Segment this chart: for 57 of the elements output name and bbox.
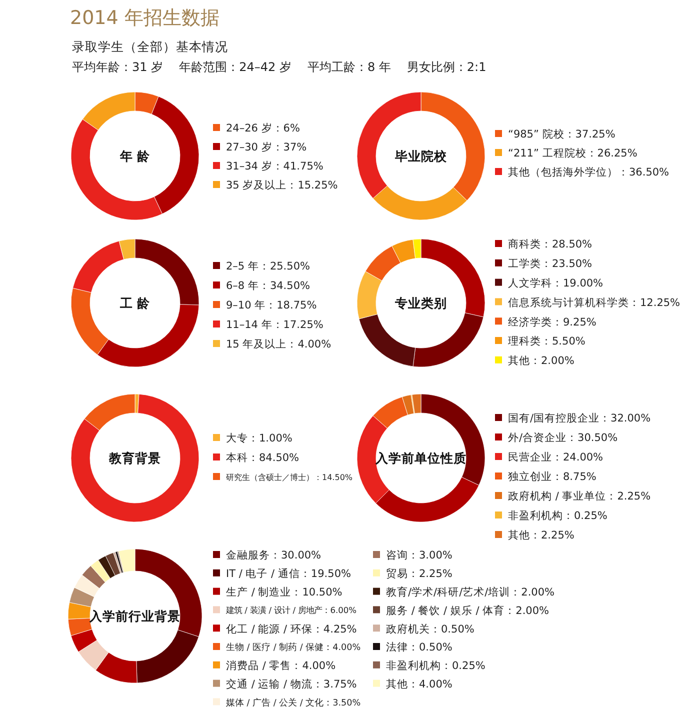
legend-label: 24–26 岁：6% xyxy=(226,122,300,135)
text: 年 龄 xyxy=(118,148,152,164)
legend-label: 非盈利机构：0.25% xyxy=(386,659,486,672)
legend-label: 其他（包括海外学位）：36.50% xyxy=(508,166,670,179)
legend-label: 6–8 年：34.50% xyxy=(226,280,310,292)
text: 年龄范围：24–42 岁 xyxy=(179,60,292,74)
legend-label: 经济学类：9.25% xyxy=(508,315,596,328)
legend-label: 金融服务：30.00% xyxy=(226,550,322,562)
text: 教育背景 xyxy=(108,450,161,466)
legend-label: 国有/国有控股企业：32.00% xyxy=(508,412,651,425)
legend-label: 服务 / 餐饮 / 娱乐 / 体育：2.00% xyxy=(386,604,550,617)
legend-label: 法律：0.50% xyxy=(386,640,452,654)
legend-label: 31–34 岁：41.75% xyxy=(226,160,324,173)
legend-label: 9–10 年：18.75% xyxy=(226,300,317,312)
legend-label: 35 岁及以上：15.25% xyxy=(226,178,338,192)
legend-label: 生产 / 制造业：10.50% xyxy=(226,585,342,598)
text: 男女比例：2:1 xyxy=(406,60,486,74)
legend-label: 建筑 / 装潢 / 设计 / 房地产：6.00% xyxy=(225,605,357,616)
legend-label: 外/合资企业：30.50% xyxy=(508,431,618,444)
legend-label: 11–14 年：17.25% xyxy=(226,319,324,332)
legend-label: 政府机构 / 事业单位：2.25% xyxy=(508,490,651,503)
legend-label: 其他：4.00% xyxy=(386,677,452,690)
legend-label: 27–30 岁：37% xyxy=(226,142,307,154)
legend-label: “211” 工程院校：26.25% xyxy=(508,146,638,160)
legend-label: 商科类：28.50% xyxy=(508,238,592,251)
text: 录取学生（全部）基本情况 xyxy=(72,39,228,54)
legend-label: 2–5 年：25.50% xyxy=(226,260,310,273)
legend-label: 非盈利机构：0.25% xyxy=(508,509,608,522)
legend-label: 独立创业：8.75% xyxy=(508,470,596,484)
text: 工 龄 xyxy=(118,295,152,310)
legend-label: 理科类：5.50% xyxy=(508,334,586,348)
legend-label: 交通 / 运输 / 物流：3.75% xyxy=(226,677,357,690)
legend-label: 民营企业：24.00% xyxy=(508,450,604,464)
legend-label: 生物 / 医疗 / 制药 / 保健：4.00% xyxy=(226,642,361,654)
legend-label: 消费品 / 零售：4.00% xyxy=(226,659,336,672)
legend-label: 其他：2.00% xyxy=(508,354,574,368)
legend-label: 本科：84.50% xyxy=(226,451,300,464)
legend-label: 贸易：2.25% xyxy=(386,567,452,580)
text: 毕业院校 xyxy=(394,148,448,164)
legend-label: 信息系统与计算机科学类：12.25% xyxy=(508,296,680,309)
legend-label: 咨询：3.00% xyxy=(386,550,452,562)
text: 2014 年招生数据 xyxy=(70,7,220,29)
legend-label: 人文学科：19.00% xyxy=(508,276,604,290)
legend-label: IT / 电子 / 通信：19.50% xyxy=(226,567,351,580)
legend-label: 研究生（含硕士／博士）：14.50% xyxy=(226,472,353,482)
legend-label: 化工 / 能源 / 环保：4.25% xyxy=(226,622,357,636)
text: 平均年龄：31 岁 xyxy=(72,60,164,74)
text: 专业类别 xyxy=(394,295,447,310)
text: 平均工龄：8 年 xyxy=(307,60,391,74)
legend-label: “985” 院校：37.25% xyxy=(508,128,616,141)
legend-label: 工学类：23.50% xyxy=(508,257,592,270)
legend-label: 大专：1.00% xyxy=(226,432,292,445)
legend-label: 政府机关：0.50% xyxy=(386,622,474,636)
legend-label: 15 年及以上：4.00% xyxy=(226,338,332,351)
legend-label: 其他：2.25% xyxy=(508,528,574,542)
legend-label: 媒体 / 广告 / 公关 / 文化：3.50% xyxy=(226,697,361,707)
legend-label: 教育/学术/科研/艺术/培训：2.00% xyxy=(386,585,555,598)
